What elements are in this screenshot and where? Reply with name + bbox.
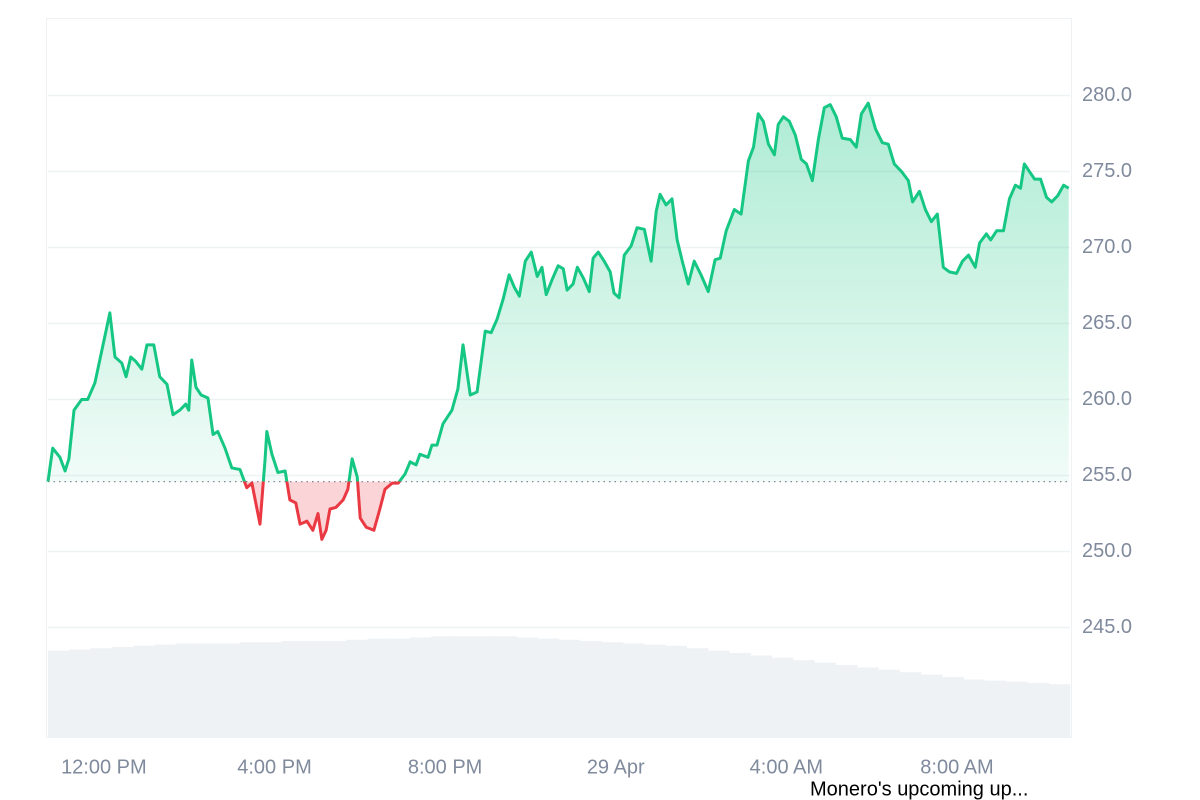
y-tick-label: 245.0 bbox=[1082, 616, 1132, 638]
y-tick-label: 280.0 bbox=[1082, 84, 1132, 106]
x-tick-label: 12:00 PM bbox=[61, 756, 147, 778]
volume-bar bbox=[942, 677, 964, 737]
volume-bar bbox=[708, 650, 730, 737]
volume-bar bbox=[473, 636, 496, 737]
volume-bar bbox=[899, 672, 922, 737]
volume-bar bbox=[537, 638, 560, 737]
volume-bar bbox=[835, 665, 858, 737]
volume-bar bbox=[111, 647, 134, 737]
volume-bar bbox=[920, 674, 943, 737]
volume-bar bbox=[559, 639, 581, 737]
volume-bar bbox=[409, 637, 432, 737]
volume-bar bbox=[963, 679, 986, 737]
volume-bar bbox=[750, 655, 773, 737]
volume-bar bbox=[431, 636, 453, 737]
volume-bar bbox=[1006, 681, 1028, 737]
volume-bar bbox=[814, 662, 837, 737]
volume-bar bbox=[133, 645, 155, 737]
volume-bar bbox=[324, 641, 347, 737]
x-tick-label: 29 Apr bbox=[587, 756, 645, 778]
volume-bar bbox=[665, 645, 688, 737]
volume-bar bbox=[857, 667, 879, 737]
volume-bar bbox=[580, 641, 602, 737]
y-tick-label: 260.0 bbox=[1082, 388, 1132, 410]
volume-bar bbox=[367, 638, 389, 737]
volume-bar bbox=[282, 641, 304, 737]
volume-bar bbox=[1027, 683, 1050, 737]
x-tick-label: 8:00 AM bbox=[920, 756, 993, 778]
volume-bar bbox=[622, 643, 645, 737]
x-tick-label: 4:00 AM bbox=[750, 756, 823, 778]
y-tick-label: 270.0 bbox=[1082, 236, 1132, 258]
volume-bar bbox=[388, 638, 411, 737]
volume-bar bbox=[452, 636, 475, 737]
x-tick-label: 4:00 PM bbox=[237, 756, 311, 778]
plot-frame bbox=[46, 18, 1072, 738]
volume-bar bbox=[878, 669, 900, 737]
y-tick-label: 250.0 bbox=[1082, 540, 1132, 562]
volume-bar bbox=[644, 644, 666, 737]
volume-bar bbox=[771, 657, 794, 737]
volume-bar bbox=[175, 643, 198, 737]
volume-bar bbox=[303, 641, 326, 737]
volume-bar bbox=[686, 648, 709, 737]
volume-bar bbox=[90, 648, 113, 737]
volume-bar bbox=[601, 642, 624, 737]
price-line bbox=[46, 101, 1070, 541]
area-up bbox=[48, 103, 1069, 482]
y-tick-label: 275.0 bbox=[1082, 160, 1132, 182]
y-tick-label: 265.0 bbox=[1082, 312, 1132, 334]
volume-bar bbox=[239, 642, 262, 737]
volume-bar bbox=[346, 639, 368, 737]
volume-bar bbox=[984, 680, 1007, 737]
volume-bar bbox=[69, 649, 91, 737]
volume-bar bbox=[154, 644, 177, 737]
volume-bar bbox=[495, 636, 517, 737]
annotation: Monero's upcoming up... bbox=[810, 778, 1028, 800]
volume-bar bbox=[729, 653, 751, 737]
volume-bar bbox=[48, 650, 70, 737]
area-down bbox=[48, 481, 1069, 540]
x-tick-label: 8:00 PM bbox=[408, 756, 482, 778]
volume-bar bbox=[260, 642, 283, 737]
volume-bar bbox=[218, 643, 240, 737]
volume-bar bbox=[197, 643, 219, 737]
volume-bar bbox=[1048, 684, 1071, 737]
volume-bar bbox=[793, 660, 815, 737]
volume-bar bbox=[516, 637, 539, 737]
y-tick-label: 255.0 bbox=[1082, 464, 1132, 486]
